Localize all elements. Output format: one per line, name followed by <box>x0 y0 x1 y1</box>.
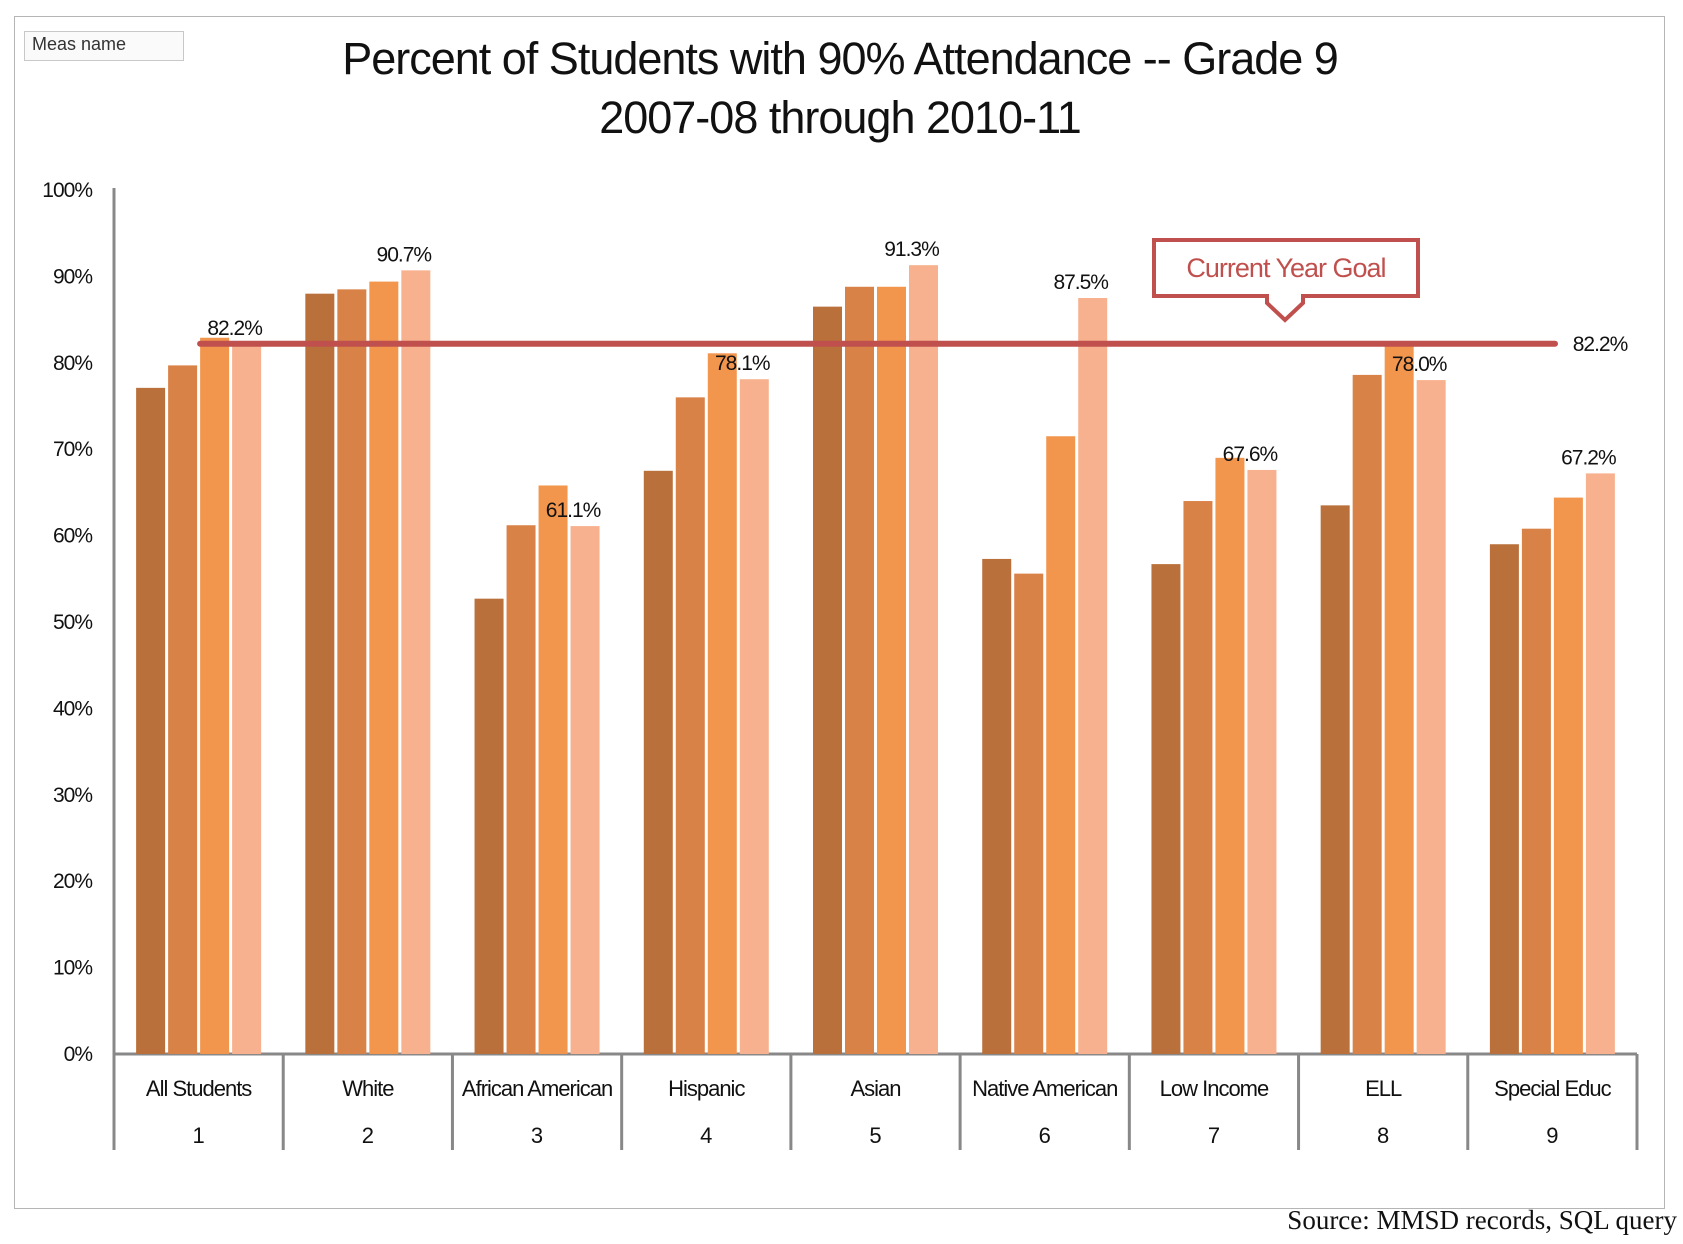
bar-data-label: 87.5% <box>1053 271 1108 294</box>
bar <box>506 525 536 1054</box>
x-category-label: African American <box>462 1076 612 1101</box>
y-tick-label: 30% <box>53 784 92 807</box>
bar <box>1078 298 1108 1054</box>
bar-data-label: 67.6% <box>1223 443 1278 466</box>
x-category-label: Native American <box>972 1076 1117 1101</box>
bar <box>1521 528 1551 1054</box>
bar <box>1320 505 1350 1054</box>
y-tick-label: 60% <box>53 525 92 548</box>
bar <box>739 379 769 1054</box>
x-category-label: White <box>342 1076 394 1101</box>
x-category-label: All Students <box>146 1076 252 1101</box>
x-category-label: Special Educ <box>1494 1076 1611 1101</box>
y-tick-label: 50% <box>53 611 92 634</box>
x-category-number: 7 <box>1208 1123 1220 1148</box>
bar <box>845 286 874 1054</box>
goal-callout-box <box>1152 238 1420 323</box>
x-category-number: 5 <box>869 1123 881 1148</box>
bar <box>1215 457 1245 1055</box>
bar-data-label: 90.7% <box>377 243 432 266</box>
measure-name-filter[interactable]: Meas name <box>24 31 184 61</box>
x-category-number: 9 <box>1546 1123 1558 1148</box>
y-tick-label: 20% <box>53 870 92 893</box>
bar <box>168 365 198 1055</box>
bar <box>1352 374 1382 1054</box>
bar <box>643 470 673 1054</box>
bars <box>136 265 1615 1055</box>
bar-data-label: 61.1% <box>546 499 601 522</box>
bar <box>570 526 600 1054</box>
x-category-number: 6 <box>1039 1123 1051 1148</box>
chart-title: Percent of Students with 90% Attendance … <box>342 33 1338 84</box>
x-category-number: 8 <box>1377 1123 1389 1148</box>
bar <box>982 558 1012 1054</box>
bar <box>401 270 431 1054</box>
y-tick-label: 0% <box>64 1043 93 1066</box>
y-tick-label: 70% <box>53 438 92 461</box>
bar-data-label: 91.3% <box>884 238 939 261</box>
bar <box>1247 469 1277 1054</box>
bar <box>1585 473 1615 1055</box>
chart-subtitle: 2007-08 through 2010-11 <box>599 92 1081 143</box>
bar <box>1416 380 1446 1055</box>
y-tick-label: 90% <box>53 265 92 288</box>
x-category-label: Hispanic <box>668 1076 745 1101</box>
bar <box>305 293 335 1054</box>
x-category-number: 3 <box>531 1123 543 1148</box>
x-category-number: 2 <box>362 1123 374 1148</box>
goal-line-group: 82.2% Current Year Goal <box>197 238 1629 356</box>
bar-data-label: 78.0% <box>1392 353 1447 376</box>
y-tick-label: 40% <box>53 697 92 720</box>
bar <box>909 265 938 1055</box>
bar <box>1553 497 1583 1055</box>
bar <box>675 397 705 1054</box>
bar <box>474 598 504 1054</box>
x-category-label: Low Income <box>1160 1076 1269 1101</box>
x-category-label: Asian <box>850 1076 900 1101</box>
bar <box>1489 544 1519 1054</box>
bar <box>232 343 262 1054</box>
bar <box>538 485 568 1054</box>
bar <box>136 387 166 1055</box>
y-tick-label: 100% <box>42 179 92 202</box>
bar-data-label: 82.2% <box>207 317 262 340</box>
bar-data-label: 78.1% <box>715 352 770 375</box>
source-note: Source: MMSD records, SQL query <box>1287 1205 1677 1235</box>
bar-data-label: 67.2% <box>1561 446 1616 469</box>
x-category-label: ELL <box>1365 1076 1402 1101</box>
bar <box>1046 436 1076 1054</box>
bar <box>369 281 399 1055</box>
bar <box>877 286 906 1054</box>
bar <box>707 353 737 1054</box>
data-labels: 82.2% 90.7% 61.1% 78.1% 91.3% 87.5% 67.6% 78.0%… <box>207 238 1617 522</box>
axes: 0% 10% 20% 30% 40% 50% 60% 70% 80% 90% 100% All Stu… <box>42 179 1639 1150</box>
bar <box>200 337 230 1054</box>
measure-name-filter-label: Meas name <box>32 34 127 54</box>
bar <box>1151 564 1181 1054</box>
y-tick-label: 80% <box>53 352 92 375</box>
bar <box>1014 573 1044 1054</box>
goal-callout-text: Current Year Goal <box>1186 253 1385 283</box>
bar <box>337 289 367 1054</box>
x-category-number: 1 <box>192 1123 204 1148</box>
x-category-number: 4 <box>700 1123 712 1148</box>
bar <box>813 306 842 1054</box>
bar <box>1384 343 1414 1054</box>
bar <box>1183 501 1213 1054</box>
y-tick-label: 10% <box>53 957 92 980</box>
goal-value-label: 82.2% <box>1573 333 1628 356</box>
